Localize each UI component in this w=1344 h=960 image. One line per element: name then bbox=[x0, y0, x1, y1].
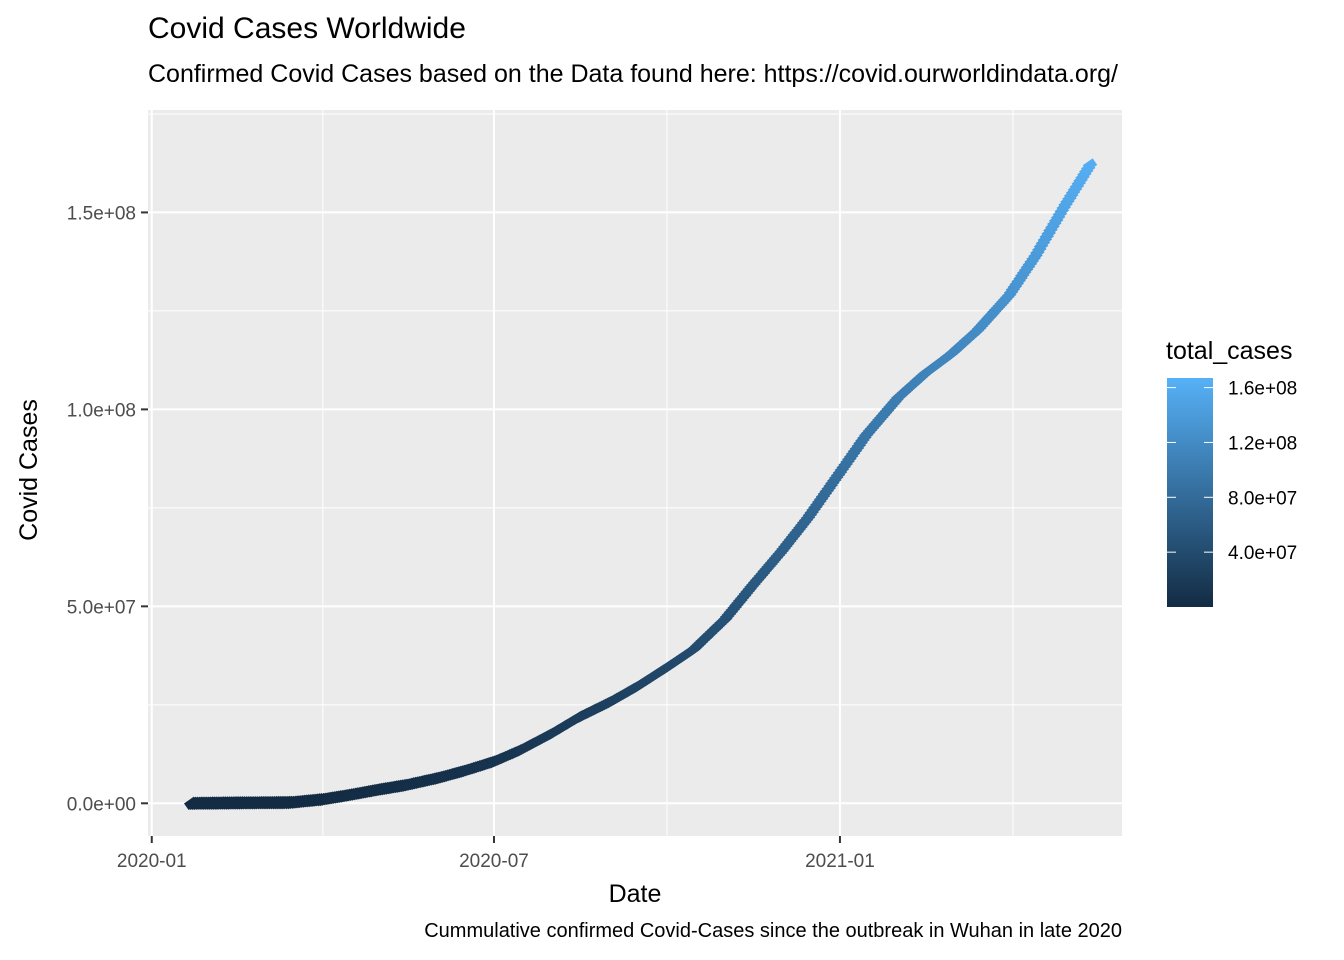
legend-ticks: 1.6e+08 1.2e+08 8.0e+07 4.0e+07 bbox=[1167, 379, 1297, 564]
x-tick-label: 2020-07 bbox=[459, 851, 529, 872]
y-tick-label: 1.0e+08 bbox=[67, 400, 136, 421]
y-axis-title: Covid Cases bbox=[15, 399, 43, 541]
legend-label: 4.0e+07 bbox=[1228, 543, 1297, 564]
chart-caption: Cummulative confirmed Covid-Cases since … bbox=[424, 920, 1122, 942]
legend-colorbar bbox=[1167, 378, 1213, 607]
data-points bbox=[183, 158, 1098, 811]
chart-title: Covid Cases Worldwide bbox=[148, 12, 466, 45]
legend-title: total_cases bbox=[1166, 337, 1292, 365]
legend-label: 1.6e+08 bbox=[1228, 379, 1297, 400]
y-tick-label: 1.5e+08 bbox=[67, 203, 136, 224]
y-tick-label: 5.0e+07 bbox=[67, 597, 136, 618]
legend-label: 1.2e+08 bbox=[1228, 433, 1297, 454]
grid-minor bbox=[148, 110, 1122, 836]
x-tick-label: 2021-01 bbox=[805, 851, 875, 872]
plot-panel bbox=[148, 110, 1122, 836]
data-point bbox=[1082, 158, 1098, 172]
x-axis: 2020-01 2020-07 2021-01 bbox=[117, 836, 875, 872]
y-tick-label: 0.0e+00 bbox=[67, 794, 136, 815]
chart-subtitle: Confirmed Covid Cases based on the Data … bbox=[148, 60, 1118, 88]
y-axis: 0.0e+00 5.0e+07 1.0e+08 1.5e+08 bbox=[67, 203, 148, 815]
x-axis-title: Date bbox=[609, 880, 662, 908]
x-tick-label: 2020-01 bbox=[117, 851, 187, 872]
legend-label: 8.0e+07 bbox=[1228, 488, 1297, 509]
legend: total_cases 1.6e+08 1.2e+08 8.0e+07 4.0e+07 bbox=[1166, 337, 1297, 607]
